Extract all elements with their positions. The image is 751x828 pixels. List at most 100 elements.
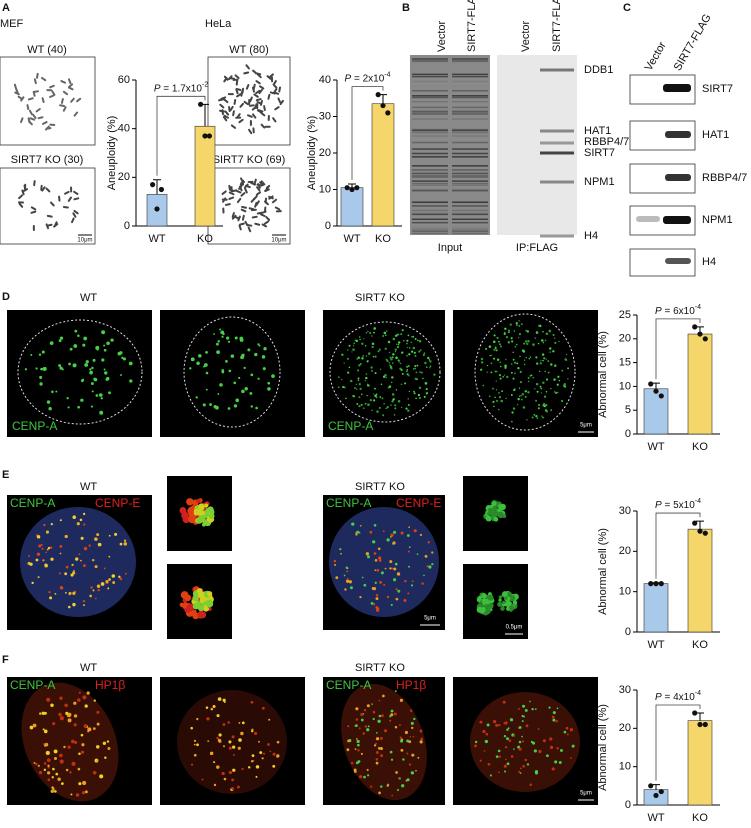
signal	[263, 347, 267, 351]
signal	[82, 599, 86, 603]
signal	[39, 712, 42, 715]
signal	[355, 738, 358, 740]
signal	[213, 333, 215, 335]
signal	[415, 397, 417, 400]
signal	[65, 591, 67, 594]
signal	[379, 580, 382, 584]
signal	[363, 583, 367, 587]
signal	[542, 381, 545, 385]
signal	[397, 399, 401, 403]
chromosome	[238, 184, 243, 190]
signal	[362, 732, 366, 735]
band	[412, 188, 448, 191]
signal	[538, 749, 542, 754]
chromosome	[270, 76, 274, 83]
chromosome	[245, 64, 250, 70]
signal	[237, 746, 241, 750]
signal	[69, 347, 73, 351]
signal	[59, 696, 63, 700]
signal	[492, 340, 496, 344]
signal	[531, 416, 534, 419]
band	[452, 80, 488, 83]
chromosome	[21, 189, 25, 196]
signal	[428, 565, 432, 569]
band	[452, 232, 488, 235]
signal	[517, 366, 520, 370]
signal	[370, 366, 373, 369]
signal	[346, 349, 349, 351]
signal	[532, 376, 535, 379]
signal	[514, 345, 517, 348]
image-label: SIRT7 KO (69)	[213, 154, 286, 166]
signal	[78, 752, 81, 755]
bar	[194, 125, 216, 227]
band	[452, 109, 488, 112]
band	[412, 73, 448, 76]
x-tick-label: KO	[692, 639, 708, 651]
signal	[45, 750, 50, 756]
x-tick-label: WT	[343, 233, 360, 245]
signal	[495, 380, 497, 382]
signal	[510, 363, 513, 365]
y-tick-label: 10	[619, 380, 631, 392]
error-bar	[652, 382, 660, 389]
y-tick-label: 10	[619, 761, 631, 773]
signal	[507, 727, 510, 730]
signal	[487, 762, 491, 766]
signal	[404, 730, 408, 735]
chromosome	[35, 108, 41, 113]
signal	[254, 731, 258, 736]
signal	[129, 379, 133, 383]
signal	[379, 368, 382, 371]
signal	[391, 376, 394, 379]
chromosome	[253, 93, 259, 98]
signal	[406, 339, 409, 342]
panel-label: D	[2, 291, 10, 303]
signal	[393, 413, 396, 416]
signal	[509, 605, 515, 611]
error-bar	[153, 179, 161, 195]
signal	[390, 533, 394, 537]
signal	[425, 392, 429, 395]
signal	[395, 334, 398, 337]
signal	[100, 397, 103, 400]
signal	[231, 735, 235, 739]
signal	[198, 354, 202, 358]
band	[412, 113, 448, 115]
signal	[375, 751, 379, 754]
signal	[47, 764, 50, 767]
signal	[498, 374, 502, 377]
signal	[486, 364, 489, 367]
signal	[476, 598, 481, 602]
signal	[502, 700, 506, 704]
signal	[37, 576, 40, 579]
band	[412, 221, 448, 224]
signal	[376, 410, 379, 413]
signal	[250, 700, 254, 704]
signal	[544, 370, 546, 373]
signal	[493, 405, 495, 408]
signal	[47, 546, 51, 550]
signal	[413, 529, 417, 533]
signal	[24, 368, 28, 371]
signal	[106, 341, 110, 346]
band	[452, 148, 488, 150]
chromosome	[245, 184, 251, 189]
signal	[389, 715, 392, 718]
chromosome	[259, 181, 264, 187]
signal	[223, 777, 227, 781]
outline	[329, 321, 441, 423]
signal	[389, 560, 393, 564]
signal	[78, 553, 81, 556]
signal	[515, 321, 518, 325]
chromosome	[41, 97, 45, 104]
signal	[73, 701, 77, 705]
y-axis-label: Abnormal cell (%)	[597, 704, 609, 791]
signal	[348, 580, 352, 584]
signal	[261, 355, 266, 359]
signal	[406, 342, 408, 345]
signal	[31, 581, 34, 585]
signal	[95, 394, 99, 397]
signal	[505, 358, 507, 361]
signal	[77, 334, 80, 338]
